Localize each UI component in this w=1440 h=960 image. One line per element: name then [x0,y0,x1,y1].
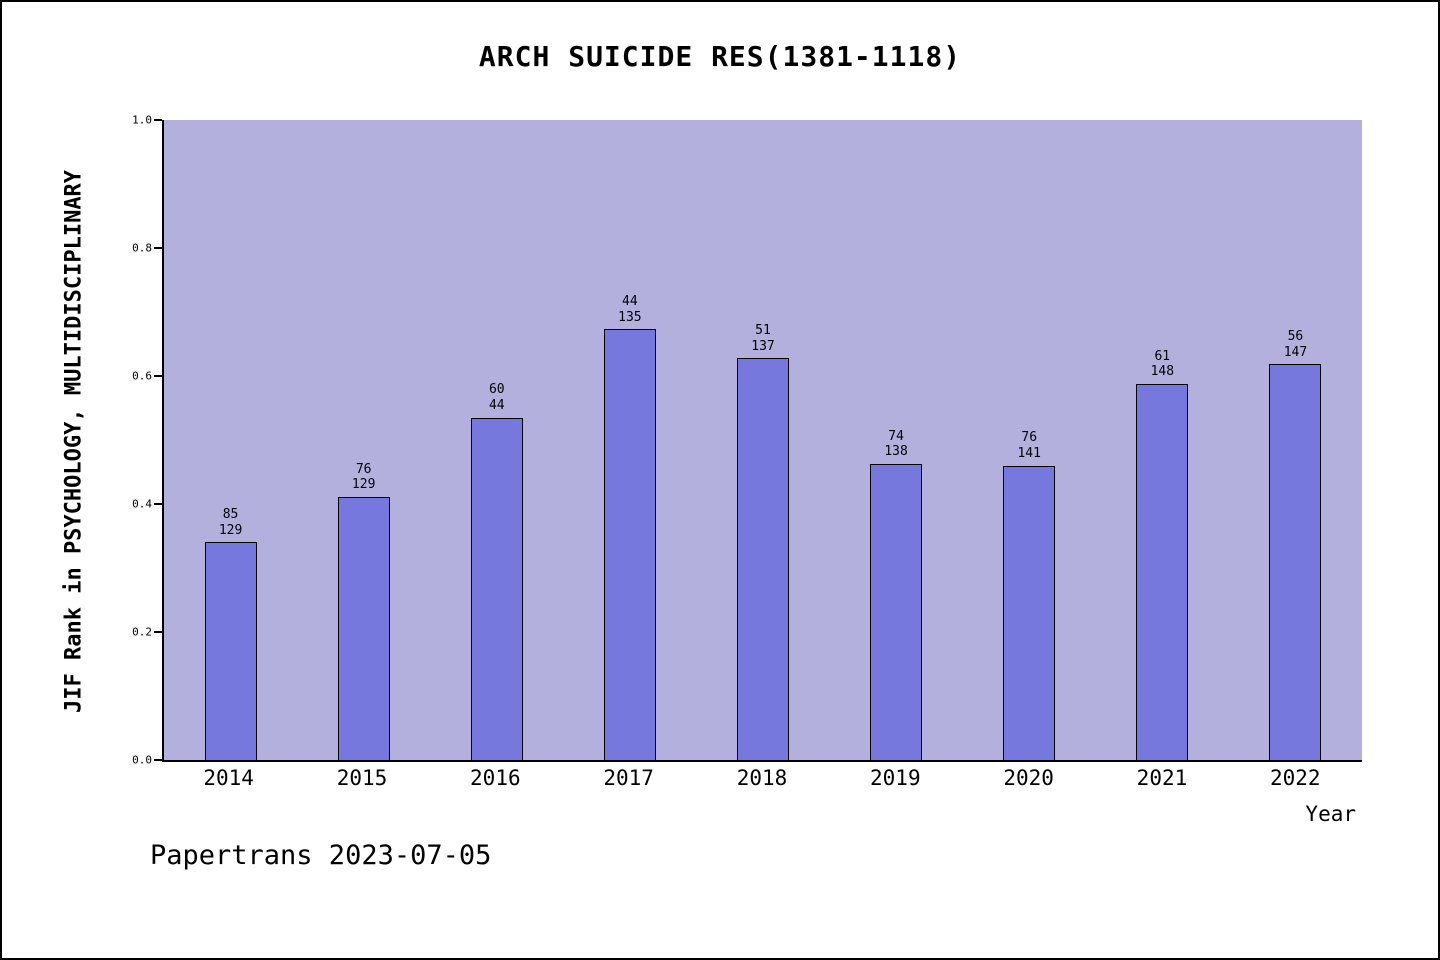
y-tick-mark [154,631,162,633]
x-axis-label: Year [1305,802,1356,826]
bar-2019 [870,463,923,760]
bar-2014 [204,542,257,760]
y-tick-label: 0.8 [132,241,152,255]
x-tick-label: 2017 [603,766,654,790]
y-tick-label: 0.6 [132,369,152,383]
bars-container: 85 129 76 129 60 44 44 135 51 137 74 138 76 14… [164,120,1362,760]
bar-2021 [1136,383,1189,760]
bar-value-label: 51 137 [751,322,775,354]
bar-value-label: 44 135 [618,294,642,325]
y-tick-mark [154,759,162,761]
bar-group: 76 141 [963,120,1096,760]
bar-2022 [1269,364,1322,760]
bar-value-label: 76 129 [351,461,376,493]
bar-value-label: 76 141 [1017,430,1041,462]
bar-group: 51 137 [696,120,829,760]
bar-group: 74 138 [830,120,963,760]
x-tick-label: 2019 [870,766,921,790]
bar-2017 [603,329,656,760]
x-tick-label: 2022 [1270,766,1321,790]
y-tick-mark [154,119,162,121]
bar-2020 [1003,465,1056,760]
y-tick-label: 1.0 [132,113,152,127]
x-tick-label: 2018 [736,766,788,790]
plot-area: 0.0 0.2 0.4 0.6 0.8 1.0 85 129 76 129 60 44 44 1… [132,114,1362,767]
bar-value-label: 60 44 [488,382,505,414]
y-tick-mark [154,247,162,249]
bar-group: 44 135 [563,120,696,760]
x-axis-tick-labels: 2014 2015 2016 2017 2018 2019 2020 2021 2022 [162,766,1362,790]
y-axis-ticks: 0.0 0.2 0.4 0.6 0.8 1.0 [132,114,1362,767]
y-tick-label: 0.0 [132,753,152,767]
y-axis-label: JIF Rank in PSYCHOLOGY, MULTIDISCIPLINAR… [61,169,87,713]
chart-title: ARCH SUICIDE RES(1381-1118) [478,40,962,73]
y-tick-mark [154,503,162,505]
y-tick-mark [154,375,162,377]
bar-value-label: 74 138 [884,428,908,460]
y-tick-label: 0.4 [132,497,152,511]
bar-value-label: 85 129 [218,507,243,538]
y-tick-label: 0.2 [132,625,152,639]
bar-value-label: 61 148 [1150,348,1175,380]
bar-value-label: 56 147 [1283,329,1308,360]
footer-text: Papertrans 2023-07-05 [150,840,492,871]
bar-group: 61 148 [1096,120,1229,760]
x-tick-label: 2021 [1136,766,1188,790]
bar-group: 56 147 [1229,120,1362,760]
bar-group: 76 129 [297,120,430,760]
x-tick-label: 2020 [1003,766,1054,790]
bar-2015 [337,496,390,760]
bar-group: 85 129 [164,120,297,760]
bar-2018 [737,358,789,760]
x-tick-label: 2014 [203,766,254,790]
x-tick-label: 2015 [336,766,388,790]
x-tick-label: 2016 [470,766,521,790]
bar-group: 60 44 [430,120,563,760]
bar-2016 [470,417,523,760]
